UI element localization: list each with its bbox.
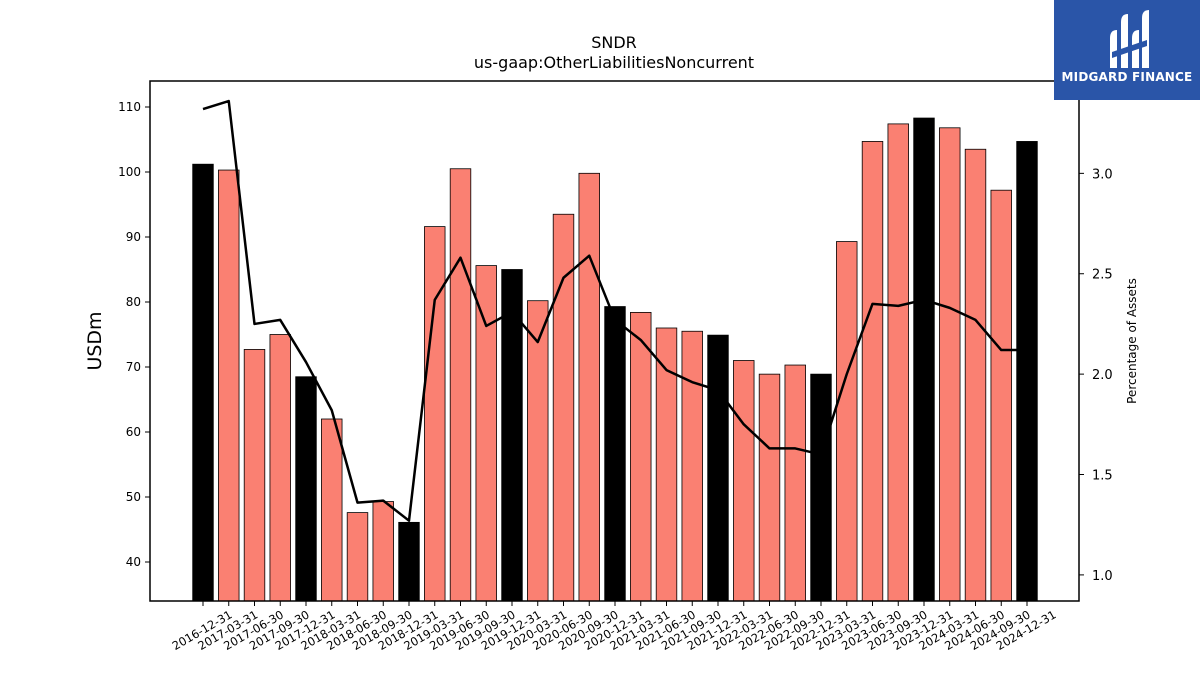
bar — [604, 306, 626, 602]
bar — [861, 141, 884, 602]
bar — [424, 226, 446, 602]
y2-axis-label: Percentage of Assets — [1125, 278, 1139, 404]
logo-mark-icon — [1110, 10, 1149, 68]
y-tick-label: 70 — [126, 360, 141, 374]
bar — [990, 189, 1012, 602]
bar — [192, 163, 214, 602]
bar — [321, 418, 343, 602]
y-axis-right: 1.0 1.5 2.0 2.5 3.0 — [1079, 167, 1113, 584]
y-tick-label: 90 — [126, 230, 141, 244]
bar — [964, 148, 987, 602]
bar — [475, 265, 497, 602]
y2-tick-label: 2.5 — [1092, 268, 1113, 283]
bar — [733, 360, 755, 602]
bar — [1016, 141, 1038, 602]
brand-name: MIDGARD FINANCE — [1061, 70, 1193, 84]
y2-tick-label: 2.0 — [1092, 368, 1113, 383]
y-tick-label: 100 — [118, 165, 141, 179]
bar — [398, 521, 420, 602]
brand-logo: MIDGARD FINANCE — [1054, 0, 1200, 100]
bar — [578, 172, 600, 602]
chart-subtitle: us-gaap:OtherLiabilitiesNoncurrent — [474, 53, 754, 72]
y-tick-label: 40 — [126, 555, 141, 569]
x-axis: 2016-12-312017-03-312017-06-302017-09-30… — [170, 601, 1059, 653]
bar — [913, 117, 935, 602]
bar — [346, 512, 369, 602]
bar — [372, 501, 394, 602]
bar — [939, 127, 961, 602]
bar — [681, 330, 703, 602]
chart-title: SNDR — [591, 33, 637, 52]
y-tick-label: 50 — [126, 490, 141, 504]
bar — [758, 373, 781, 602]
y-axis-label: USDm — [84, 311, 106, 370]
y2-tick-label: 1.5 — [1092, 469, 1113, 484]
bar-group — [192, 117, 1038, 602]
y-axis-left: 40 50 60 70 80 90 100 110 — [118, 100, 150, 569]
bar — [269, 334, 291, 602]
bar — [836, 241, 858, 602]
bar — [218, 169, 240, 602]
bar — [527, 300, 549, 602]
y2-tick-label: 3.0 — [1092, 167, 1113, 182]
bar — [630, 311, 652, 602]
bar — [784, 364, 806, 602]
y-tick-label: 80 — [126, 295, 141, 309]
bar — [707, 334, 729, 602]
y-tick-label: 110 — [118, 100, 141, 114]
bar — [887, 123, 909, 602]
bar — [295, 376, 317, 602]
bar — [243, 349, 266, 602]
bar — [449, 168, 472, 602]
y-tick-label: 60 — [126, 425, 141, 439]
y2-tick-label: 1.0 — [1092, 569, 1113, 584]
bar — [810, 373, 832, 602]
percentage-line — [202, 99, 1027, 522]
